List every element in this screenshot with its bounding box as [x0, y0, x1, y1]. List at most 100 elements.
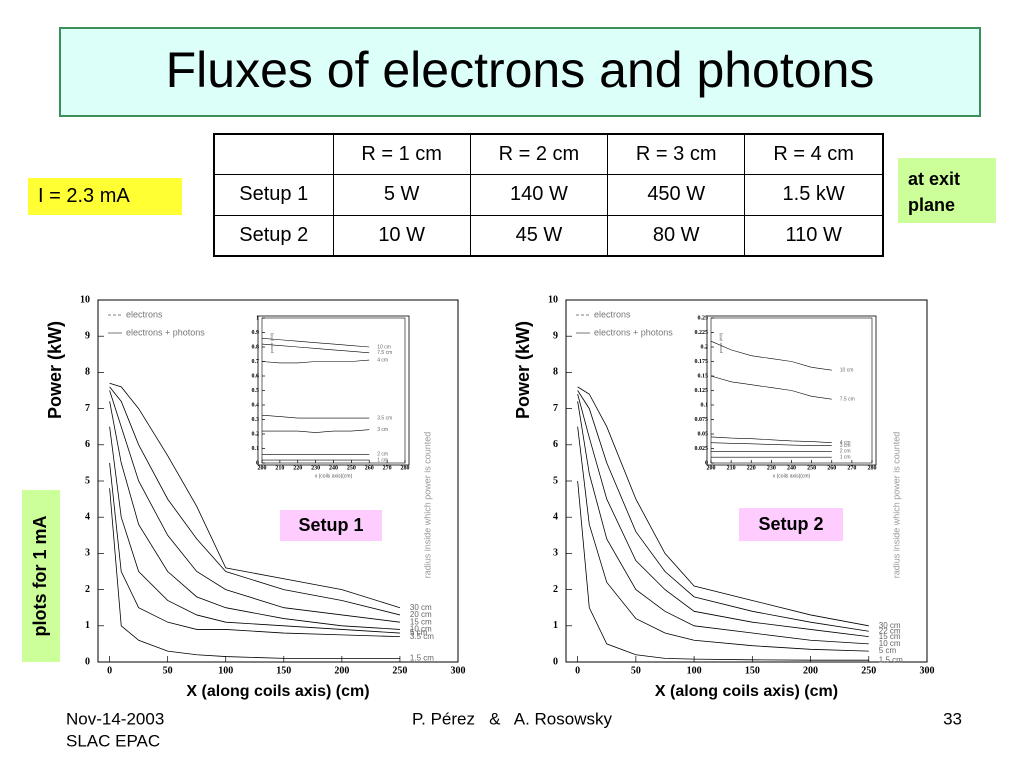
series-label: 4 cm: [840, 440, 851, 446]
cell: R = 3 cm: [607, 133, 746, 176]
y-tick-label: 0.075: [695, 417, 709, 423]
y-tick-label: 8: [85, 367, 90, 378]
y-axis-label: Power (kW): [45, 321, 65, 419]
y-tick-label: 5: [553, 475, 558, 486]
series-label: 10 cm: [840, 368, 854, 374]
x-tick-label: 230: [311, 465, 320, 471]
series-line: [109, 382, 401, 609]
y-tick-label: 0.15: [698, 373, 709, 379]
series-line: [262, 429, 370, 433]
legend-label: electrons + photons: [126, 327, 205, 337]
series-label: 3 cm: [377, 427, 388, 433]
footer-date: Nov-14-2003: [66, 709, 164, 728]
series-label: 30 cm: [879, 621, 901, 630]
y-tick-label: 0.1: [252, 446, 260, 452]
cell: 450 W: [607, 174, 746, 216]
x-tick-label: 220: [293, 465, 302, 471]
annotation: radius inside which power is counted: [891, 432, 901, 579]
y-tick-label: 1: [85, 620, 90, 631]
y-tick-label: 4: [85, 511, 90, 522]
x-tick-label: 210: [727, 465, 736, 471]
series-label: 7.5 cm: [840, 397, 855, 403]
y-tick-label: 0.2: [701, 344, 709, 350]
y-tick-label: 6: [553, 439, 558, 450]
y-tick-label: 4: [553, 511, 558, 522]
y-tick-label: 0: [256, 460, 259, 466]
cell: Setup 1: [213, 174, 334, 216]
y-tick-label: 0.25: [698, 315, 709, 321]
series-line: [109, 401, 400, 630]
series-line: [577, 480, 869, 661]
y-tick-label: 0.05: [698, 431, 709, 437]
series-label: 1.5 cm: [879, 655, 903, 664]
series-label: 3 cm: [840, 443, 851, 449]
x-tick-label: 150: [745, 665, 760, 676]
y-tick-label: 0.125: [695, 388, 709, 394]
x-tick-label: 240: [787, 465, 796, 471]
y-tick-label: 0.2: [252, 431, 260, 437]
y-tick-label: 2: [553, 584, 558, 595]
x-axis-label: X (along coils axis) (cm): [186, 683, 369, 700]
x-tick-label: 200: [803, 665, 818, 676]
y-tick-label: 9: [553, 330, 558, 341]
y-tick-label: 10: [80, 294, 90, 305]
series-label: 10 cm: [879, 639, 901, 648]
series-label: 15 cm: [879, 632, 901, 641]
y-tick-label: 2: [85, 584, 90, 595]
legend-label: electrons: [126, 309, 163, 319]
series-label: 1 cm: [840, 455, 851, 461]
cell: R = 4 cm: [744, 133, 884, 176]
cell: 110 W: [744, 214, 884, 257]
series-line: [577, 386, 869, 627]
series-line: [109, 488, 400, 659]
y-tick-label: 0: [705, 460, 708, 466]
series-line: [261, 338, 370, 348]
side-label: plots for 1 mA: [30, 515, 50, 636]
series-label: 2 cm: [377, 452, 388, 458]
x-tick-label: 300: [920, 665, 935, 676]
series-label: 7.5 cm: [377, 350, 392, 356]
series-label: 20 cm: [410, 610, 432, 619]
cell: R = 2 cm: [469, 133, 609, 176]
series-line: [577, 390, 869, 632]
series-line: [710, 375, 832, 400]
y-axis-label: Power (kW): [513, 321, 533, 419]
x-tick-label: 270: [847, 465, 856, 471]
cell: 140 W: [469, 174, 609, 216]
x-tick-label: 270: [383, 465, 392, 471]
y-tick-label: 10: [548, 294, 558, 305]
series-label: 5 cm: [879, 646, 897, 655]
series-label: 3.5 cm: [410, 632, 434, 641]
y-tick-label: 0.5: [252, 388, 260, 394]
legend-label: electrons + photons: [594, 327, 673, 337]
series-label: 30 cm: [410, 603, 432, 612]
x-tick-label: 0: [107, 665, 112, 676]
series-label: 4 cm: [377, 357, 388, 363]
series-label: 22 cm: [879, 626, 901, 635]
current-label: I = 2.3 mA: [28, 178, 182, 215]
y-tick-label: 3: [85, 548, 90, 559]
series-line: [109, 462, 400, 638]
y-tick-label: 0.175: [695, 359, 709, 365]
series-label: 1 cm: [377, 457, 388, 463]
y-tick-label: 0.225: [695, 330, 709, 336]
series-label: 1.5 cm: [410, 653, 434, 662]
title-box: [59, 27, 981, 117]
setup-box: [280, 510, 382, 541]
setup-box: [739, 508, 843, 541]
series-line: [577, 394, 869, 638]
x-tick-label: 100: [218, 665, 233, 676]
series-line: [710, 442, 832, 446]
annotation: radius inside which power is counted: [422, 432, 432, 579]
x-tick-label: 200: [707, 465, 716, 471]
x-tick-label: 210: [275, 465, 284, 471]
series-label: 10 cm: [377, 344, 391, 350]
side-box: [22, 490, 60, 662]
cell: R = 1 cm: [332, 133, 471, 176]
footer-page: 33: [943, 709, 962, 728]
cell: 1.5 kW: [744, 174, 884, 216]
x-axis-label: X (along coils axis) (cm): [655, 683, 838, 700]
series-label: 10 cm: [410, 625, 432, 634]
cell: [213, 133, 334, 176]
